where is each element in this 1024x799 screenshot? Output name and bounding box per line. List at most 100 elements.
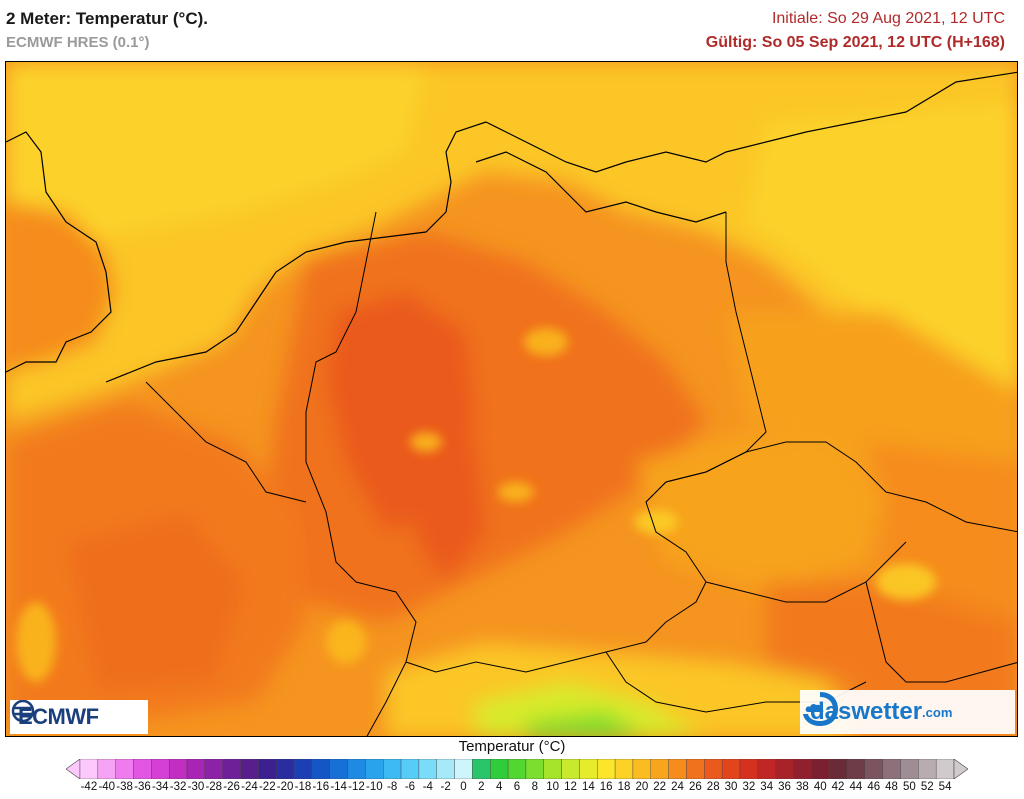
header-right: Initiale: So 29 Aug 2021, 12 UTC Gültig:… [706, 8, 1005, 54]
legend-tick-label: -38 [116, 781, 133, 793]
legend-swatch [900, 759, 919, 779]
legend-tick-label: 48 [885, 781, 898, 793]
legend-swatch [365, 759, 384, 779]
legend-tick-label: 40 [813, 781, 827, 793]
model-label: ECMWF HRES (0.1°) [6, 34, 150, 51]
legend-swatch [864, 759, 883, 779]
legend-swatch [97, 759, 116, 779]
legend-swatch [739, 759, 758, 779]
legend-tick-label: -22 [258, 781, 276, 793]
legend-tick-label: 12 [564, 781, 577, 793]
legend-swatch [597, 759, 616, 779]
daswetter-logo[interactable]: daswetter .com [800, 690, 1015, 734]
legend-tick-label: 6 [513, 781, 521, 793]
legend-tick-label: 20 [635, 781, 649, 793]
legend-tick-label: 24 [671, 781, 684, 793]
legend-swatch [793, 759, 812, 779]
temperature-map[interactable]: ECMWF daswetter .com [5, 61, 1018, 737]
legend-tick-label: 22 [653, 781, 667, 793]
coastlines [6, 71, 1017, 383]
legend-swatch [918, 759, 937, 779]
highland-patches [16, 328, 936, 682]
legend-swatch [579, 759, 598, 779]
legend-tick-label: 52 [920, 781, 934, 793]
ecmwf-logo: ECMWF [10, 700, 148, 734]
legend-swatch [507, 759, 527, 779]
legend-tick-label: 34 [760, 781, 774, 793]
legend-swatch [258, 759, 277, 779]
legend-tick-label: -14 [330, 781, 347, 793]
legend-swatch [204, 759, 223, 779]
legend-tick-label: -4 [422, 781, 433, 793]
legend-tick-label: 26 [688, 781, 702, 793]
legend-swatch [775, 759, 794, 779]
legend-swatch [186, 759, 206, 779]
legend-swatch [133, 759, 152, 779]
legend-swatch [454, 759, 473, 779]
legend-swatch [721, 759, 741, 779]
legend-tick-label: 0 [460, 781, 467, 793]
legend-arrow-low [66, 759, 81, 779]
legend-swatch [757, 759, 776, 779]
legend-swatch [293, 759, 313, 779]
legend-swatch [561, 759, 580, 779]
legend-swatch [686, 759, 705, 779]
legend-swatch [935, 759, 955, 779]
legend-tick-label: 38 [795, 781, 809, 793]
legend-swatch [383, 759, 402, 779]
legend-swatch [79, 759, 99, 779]
legend-tick-label: 4 [495, 781, 503, 793]
legend-tick-label: -28 [205, 781, 223, 793]
legend-swatch [846, 759, 866, 779]
legend-tick-label: -8 [387, 781, 398, 793]
map-title: 2 Meter: Temperatur (°C). [6, 9, 209, 28]
legend-swatch [490, 759, 509, 779]
legend-tick-label: -36 [134, 781, 151, 793]
legend-swatch [418, 759, 437, 779]
legend-swatch [650, 759, 669, 779]
legend-swatch [115, 759, 134, 779]
legend-swatch [400, 759, 420, 779]
legend-swatch [668, 759, 687, 779]
legend-swatch [329, 759, 348, 779]
legend-tick-label: 14 [581, 781, 595, 793]
legend-tick-label: 50 [903, 781, 916, 793]
legend-swatch [168, 759, 188, 779]
legend-tick-label: 8 [531, 781, 539, 793]
legend-tick-label: 46 [867, 781, 881, 793]
legend-swatch [240, 759, 259, 779]
legend-tick-label: 32 [742, 781, 756, 793]
legend-tick-label: -32 [169, 781, 187, 793]
legend-swatch [828, 759, 848, 779]
legend-tick-label: -42 [80, 781, 98, 793]
legend-tick-label: -16 [312, 781, 330, 793]
valid-time: Gültig: So 05 Sep 2021, 12 UTC (H+168) [705, 34, 1005, 51]
legend-swatch [632, 759, 651, 779]
legend-tick-label: 30 [724, 781, 738, 793]
legend-swatch [543, 759, 562, 779]
init-time: Initiale: So 29 Aug 2021, 12 UTC [771, 10, 1005, 27]
legend-tick-label: -20 [276, 781, 294, 793]
legend-tick-label: 10 [546, 781, 560, 793]
legend-swatch [436, 759, 455, 779]
legend-swatch [614, 759, 634, 779]
ecmwf-icon [11, 700, 35, 722]
legend-tick-label: -26 [223, 781, 240, 793]
legend-tick-label: -40 [98, 781, 116, 793]
legend-tick-label: -12 [348, 781, 365, 793]
legend-tick-label: -34 [151, 781, 169, 793]
legend-swatch [525, 759, 544, 779]
legend-tick-label: -6 [404, 781, 416, 793]
daswetter-icon [803, 692, 838, 726]
legend-tick-label: 2 [478, 781, 485, 793]
legend-labels: -42 -40 -38 -36 -34 -32 -30 -28 -26 -24 -22 -20 -18-… [66, 781, 968, 797]
legend-tick-label: -10 [365, 781, 383, 793]
legend-tick-label: 44 [849, 781, 863, 793]
legend-swatch [347, 759, 366, 779]
legend-swatch [704, 759, 723, 779]
legend-swatch [311, 759, 330, 779]
legend-swatch [222, 759, 241, 779]
legend-arrow-high [953, 759, 968, 779]
legend-swatch [811, 759, 830, 779]
map-svg [6, 62, 1017, 736]
